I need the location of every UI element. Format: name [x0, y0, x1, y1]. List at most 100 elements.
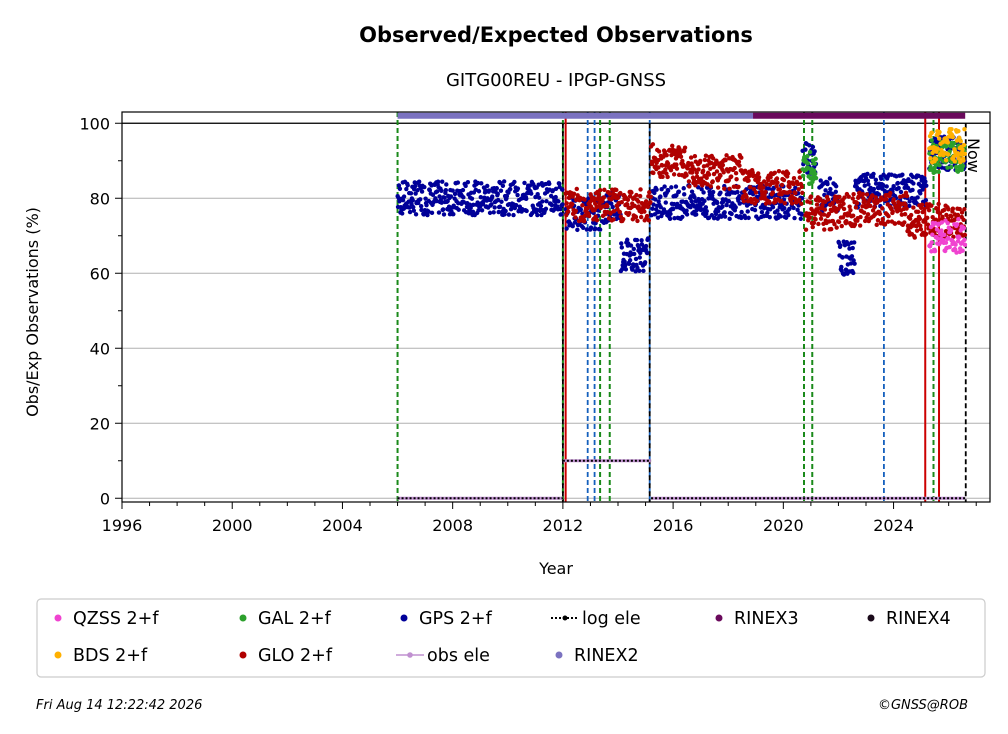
data-point-glo-2-f — [796, 187, 801, 192]
data-point-glo-2-f — [795, 181, 800, 187]
data-point-glo-2-f — [636, 204, 641, 209]
data-point-bds-2-f — [960, 147, 965, 152]
data-point-gps-2-f — [649, 212, 654, 218]
x-axis-label: Year — [538, 559, 573, 578]
data-point-qzss-2-f — [962, 237, 967, 243]
data-point-gps-2-f — [479, 208, 485, 213]
data-point-gps-2-f — [547, 181, 552, 186]
data-point-gps-2-f — [536, 195, 542, 200]
data-point-gps-2-f — [495, 197, 501, 203]
data-point-glo-2-f — [848, 207, 853, 213]
data-point-gps-2-f — [729, 211, 734, 217]
data-point-glo-2-f — [821, 212, 827, 217]
data-point-gps-2-f — [633, 256, 639, 262]
data-point-qzss-2-f — [962, 242, 968, 247]
data-point-glo-2-f — [732, 165, 737, 171]
data-point-bds-2-f — [956, 128, 961, 134]
data-point-glo-2-f — [662, 149, 668, 155]
data-point-gps-2-f — [782, 206, 787, 211]
data-point-gps-2-f — [713, 211, 719, 217]
data-point-gps-2-f — [399, 211, 405, 216]
data-point-gps-2-f — [828, 186, 833, 192]
data-point-glo-2-f — [924, 231, 929, 237]
data-point-gps-2-f — [619, 241, 624, 246]
data-point-gps-2-f — [461, 195, 466, 200]
data-point-glo-2-f — [846, 194, 851, 199]
data-point-glo-2-f — [839, 223, 844, 229]
data-point-glo-2-f — [918, 227, 924, 232]
data-point-glo-2-f — [792, 196, 798, 201]
data-point-glo-2-f — [830, 200, 835, 206]
data-point-gps-2-f — [884, 184, 889, 189]
data-point-bds-2-f — [945, 140, 951, 145]
data-point-glo-2-f — [708, 166, 713, 172]
data-point-qzss-2-f — [939, 228, 944, 233]
data-point-gps-2-f — [924, 183, 929, 188]
data-point-gps-2-f — [722, 210, 727, 215]
data-point-gps-2-f — [898, 189, 904, 195]
plot-frame — [121, 111, 991, 503]
data-point-qzss-2-f — [957, 235, 962, 240]
data-point-gps-2-f — [560, 202, 565, 207]
data-point-gps-2-f — [718, 190, 723, 195]
data-point-glo-2-f — [763, 189, 768, 195]
data-point-gps-2-f — [684, 208, 689, 213]
data-point-glo-2-f — [904, 206, 909, 211]
data-point-glo-2-f — [626, 210, 632, 216]
data-point-gps-2-f — [765, 210, 770, 215]
data-point-gps-2-f — [722, 214, 728, 219]
data-point-gps-2-f — [659, 186, 664, 192]
data-point-gps-2-f — [515, 186, 521, 191]
data-point-glo-2-f — [565, 209, 571, 214]
data-point-glo-2-f — [946, 207, 951, 212]
data-point-glo-2-f — [803, 227, 809, 232]
data-point-glo-2-f — [789, 201, 795, 206]
data-point-glo-2-f — [807, 200, 813, 205]
data-point-glo-2-f — [850, 213, 856, 218]
data-point-gal-2-f — [948, 164, 954, 170]
data-point-gps-2-f — [656, 209, 662, 215]
data-point-gps-2-f — [494, 186, 499, 191]
data-point-gps-2-f — [626, 261, 632, 267]
data-point-gps-2-f — [436, 210, 442, 215]
data-point-glo-2-f — [728, 174, 734, 179]
data-point-gps-2-f — [839, 264, 844, 270]
data-point-gps-2-f — [553, 186, 559, 192]
data-point-qzss-2-f — [929, 240, 934, 245]
data-point-gps-2-f — [463, 183, 468, 189]
data-point-gps-2-f — [397, 186, 403, 191]
data-point-glo-2-f — [959, 210, 965, 215]
data-point-gps-2-f — [896, 185, 901, 191]
data-point-gps-2-f — [871, 171, 876, 177]
data-point-gps-2-f — [417, 197, 423, 202]
data-point-glo-2-f — [736, 159, 742, 164]
data-point-glo-2-f — [828, 226, 834, 232]
data-point-qzss-2-f — [932, 248, 938, 254]
data-point-glo-2-f — [779, 198, 784, 204]
legend-marker-qzss-2-f — [54, 614, 62, 622]
data-point-gps-2-f — [400, 197, 406, 203]
data-point-bds-2-f — [937, 136, 942, 141]
legend-label-gps-2-f: GPS 2+f — [419, 609, 493, 629]
data-point-gps-2-f — [873, 177, 879, 183]
data-point-gps-2-f — [637, 268, 642, 274]
data-point-glo-2-f — [868, 203, 873, 209]
data-point-glo-2-f — [746, 178, 751, 183]
chart-title: Observed/Expected Observations — [359, 23, 753, 47]
data-point-glo-2-f — [890, 209, 895, 214]
data-point-glo-2-f — [703, 153, 709, 158]
data-point-glo-2-f — [597, 187, 603, 193]
data-point-gps-2-f — [918, 191, 923, 196]
data-point-glo-2-f — [904, 193, 910, 199]
data-point-gps-2-f — [557, 181, 562, 186]
data-point-glo-2-f — [615, 195, 621, 200]
data-point-gps-2-f — [508, 186, 513, 192]
data-point-glo-2-f — [776, 169, 782, 174]
data-point-glo-2-f — [754, 198, 759, 204]
data-point-glo-2-f — [710, 179, 715, 184]
data-point-qzss-2-f — [955, 238, 961, 244]
data-point-gps-2-f — [499, 199, 504, 204]
y-tick-label: 60 — [90, 264, 110, 283]
data-point-gps-2-f — [423, 196, 428, 201]
legend-label-qzss-2-f: QZSS 2+f — [73, 609, 159, 629]
